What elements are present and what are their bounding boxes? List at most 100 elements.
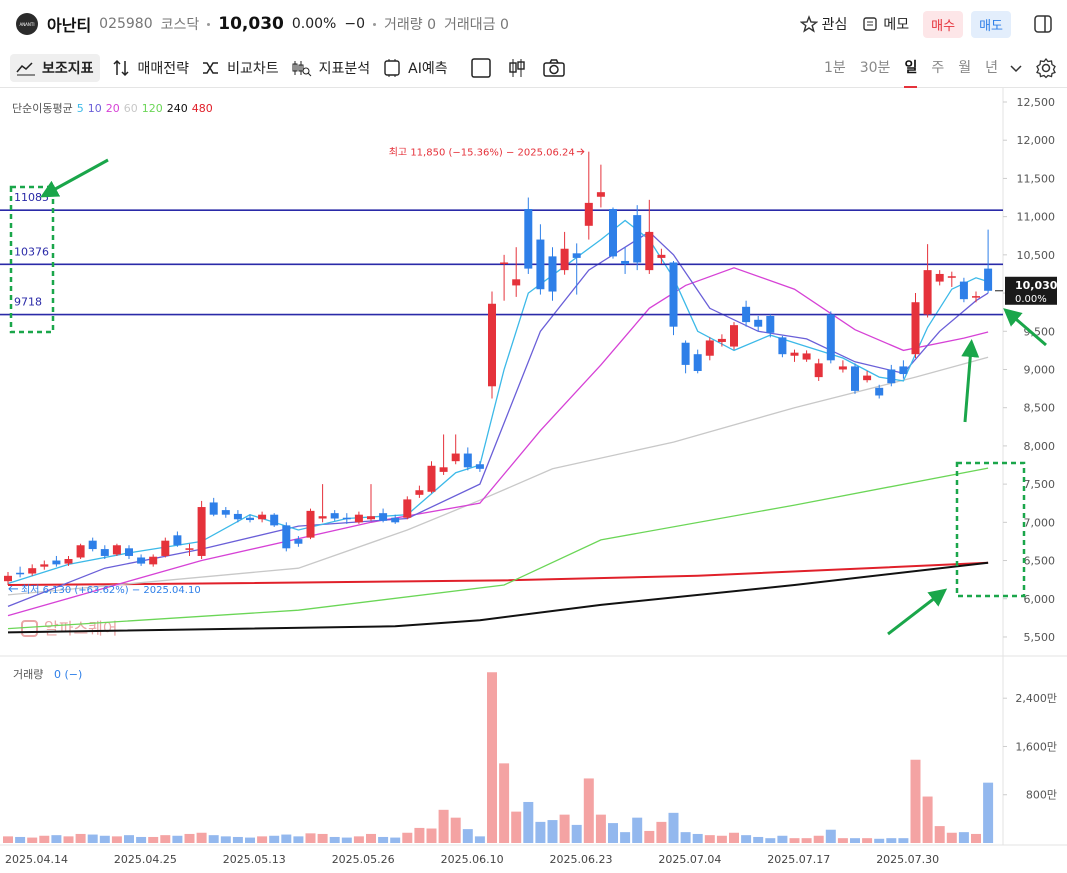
header: ANANTI 아난티 025980 코스닥 10,030 0.00% −0 거래…: [0, 0, 1067, 48]
watch-button[interactable]: 관심: [799, 14, 847, 34]
candle-body: [306, 510, 315, 538]
arrow: [961, 339, 980, 423]
amount: 거래대금 0: [444, 17, 509, 33]
volume-bar: [305, 833, 316, 843]
volume-bar: [245, 837, 255, 843]
candle-body: [887, 369, 896, 384]
candle-body: [730, 325, 738, 347]
last-change: 0.00%: [1015, 294, 1047, 305]
y-tick-label: 7,000: [1024, 516, 1056, 529]
period-option[interactable]: 월: [958, 59, 972, 76]
period-option[interactable]: 주: [931, 59, 945, 76]
ma-legend-period: 480: [192, 102, 213, 115]
candle-body: [28, 568, 37, 574]
market: 코스닥: [160, 17, 200, 33]
period-selector: 1분 30분 일 주 월 년: [817, 48, 1005, 88]
candle-body: [342, 517, 351, 520]
y-tick-label: 12,500: [1017, 96, 1056, 109]
y-tick-label: 11,500: [1017, 172, 1056, 185]
tool-label: 비교차트: [227, 60, 279, 77]
volume-bar: [547, 820, 558, 843]
candle-body: [282, 525, 291, 549]
memo-label: 메모: [883, 17, 910, 33]
volume-bar: [704, 835, 715, 843]
volume-bar: [789, 838, 800, 843]
ma-line: [7, 219, 989, 585]
volume-bar: [160, 835, 171, 843]
volume-bar: [946, 832, 957, 843]
volume-bar: [39, 835, 50, 843]
checkbox-icon[interactable]: [470, 57, 492, 79]
candle-body: [959, 281, 968, 300]
sell-button[interactable]: 매도: [971, 10, 1011, 38]
candle-body: [742, 306, 751, 323]
period-option[interactable]: 1분: [823, 59, 846, 76]
volume-bar: [971, 833, 981, 843]
x-tick-label: 2025.04.14: [5, 853, 68, 866]
volume-bar: [329, 836, 340, 843]
volume-bar: [63, 836, 74, 843]
period-option[interactable]: 30분: [859, 59, 891, 76]
memo-icon: [863, 17, 878, 31]
camera-icon[interactable]: [542, 57, 566, 79]
candle-body: [669, 262, 678, 327]
volume-bar: [378, 836, 389, 843]
tool-analysis[interactable]: 지표분석: [291, 54, 370, 82]
header-actions: 관심 메모 매수 매도: [799, 10, 1067, 38]
volume-bar: [765, 838, 776, 843]
candle-body: [246, 517, 254, 521]
volume-bar: [366, 833, 376, 843]
volume-bar: [257, 836, 268, 843]
buy-button[interactable]: 매수: [923, 10, 964, 38]
candle-body: [899, 366, 908, 375]
period-option[interactable]: 일: [904, 48, 918, 88]
sidebar-icon[interactable]: [1033, 14, 1053, 34]
chevron-icon[interactable]: [1009, 61, 1023, 75]
candle-icon[interactable]: [506, 57, 528, 79]
candle-body: [52, 560, 61, 565]
candle-body: [826, 314, 835, 361]
candle-body: [173, 535, 182, 546]
watermark: 알파스퀘어: [21, 619, 118, 638]
candle-body: [572, 253, 581, 258]
candle-body: [645, 231, 654, 271]
volume-bar: [692, 833, 703, 843]
toolbar: 보조지표 매매전략 비교차트 지표분석 AI예측 1분 30분 일 주 월 년: [0, 48, 1067, 88]
candle-body: [185, 548, 194, 550]
annotations: [9, 158, 1047, 636]
candle-body: [984, 268, 993, 291]
tool-compare[interactable]: 비교차트: [201, 54, 279, 82]
candle-body: [596, 192, 605, 197]
volume-bar: [87, 834, 98, 843]
candle-body: [125, 548, 133, 556]
volume-bar: [620, 832, 631, 843]
candle-body: [197, 507, 206, 556]
volume-bar: [353, 836, 364, 843]
arrow: [40, 158, 109, 198]
candle-body: [693, 354, 702, 372]
candle-body: [4, 575, 12, 582]
period-option[interactable]: 년: [985, 59, 998, 76]
volume-tick-label: 2,400만: [1015, 692, 1057, 705]
tool-ai[interactable]: AI예측: [382, 54, 448, 82]
ma-legend-title: 단순이동평균: [12, 102, 73, 115]
ma-legend-period: 5: [77, 102, 84, 115]
memo-button[interactable]: 메모: [861, 14, 909, 34]
candle-body: [548, 256, 557, 292]
tool-indicator[interactable]: 보조지표: [10, 53, 100, 82]
volume-bar: [898, 838, 909, 843]
candle-body: [524, 208, 533, 269]
tool-strategy[interactable]: 매매전략: [112, 54, 190, 82]
volume-bar: [136, 836, 147, 843]
candle-body: [221, 510, 230, 515]
volume-bar: [535, 821, 546, 843]
volume-bar: [184, 833, 195, 843]
candle-body: [258, 514, 267, 520]
volume-bar: [874, 838, 885, 843]
volume-bar: [511, 811, 522, 843]
settings-icon[interactable]: [1035, 57, 1057, 79]
separator: [207, 22, 211, 26]
tool-icon: [113, 59, 129, 76]
x-tick-label: 2025.05.13: [223, 853, 286, 866]
tool-label: 매매전략: [137, 60, 190, 77]
